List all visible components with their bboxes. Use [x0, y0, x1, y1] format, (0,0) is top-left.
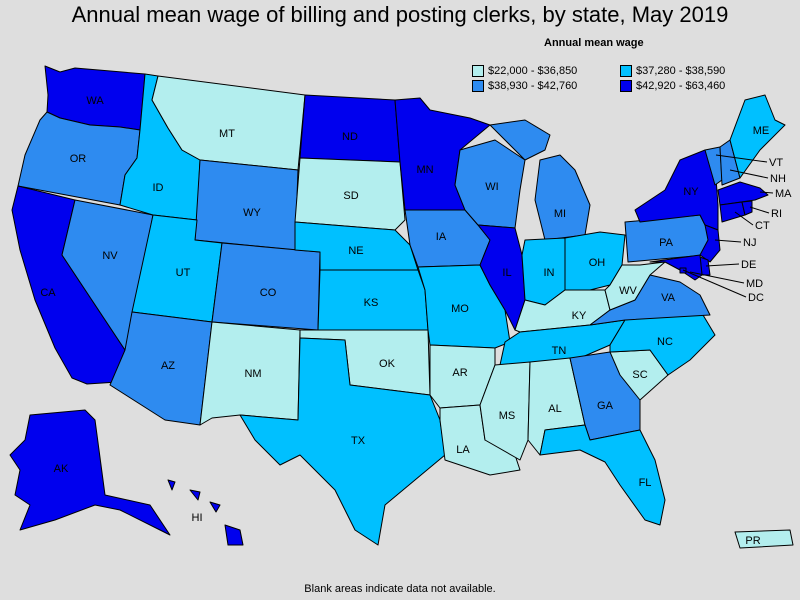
- legend-item-3: $38,930 - $42,760: [472, 80, 577, 92]
- state-label-AL: AL: [548, 403, 561, 415]
- state-label-MI: MI: [554, 208, 566, 220]
- callout-line-NH: [729, 169, 769, 179]
- state-label-UT: UT: [176, 267, 191, 279]
- state-label-HI: HI: [192, 512, 203, 524]
- state-label-TN: TN: [552, 345, 567, 357]
- state-label-MO: MO: [451, 303, 469, 315]
- state-label-NE: NE: [348, 245, 363, 257]
- state-label-PA: PA: [659, 237, 674, 249]
- legend-item-2: $37,280 - $38,590: [620, 65, 725, 77]
- state-SD: [294, 157, 406, 231]
- state-ME: [729, 94, 786, 179]
- state-label-NV: NV: [102, 250, 118, 262]
- state-CT: [719, 201, 746, 223]
- state-label-AZ: AZ: [161, 360, 175, 372]
- state-label-KY: KY: [572, 310, 587, 322]
- state-RI: [741, 200, 753, 216]
- state-NJ: [699, 224, 721, 263]
- state-label-CT: CT: [755, 220, 770, 232]
- state-label-CO: CO: [260, 287, 277, 299]
- callout-line-MD: [689, 271, 745, 284]
- state-label-MD: MD: [746, 278, 763, 290]
- state-label-OR: OR: [70, 153, 87, 165]
- state-MD: [649, 254, 703, 281]
- state-label-WY: WY: [243, 207, 261, 219]
- state-label-GA: GA: [597, 400, 614, 412]
- state-label-OK: OK: [379, 358, 396, 370]
- state-label-DE: DE: [741, 259, 756, 271]
- legend-label-4: $42,920 - $63,460: [636, 80, 726, 92]
- state-label-TX: TX: [351, 435, 366, 447]
- state-label-SD: SD: [343, 190, 358, 202]
- state-label-MA: MA: [775, 188, 792, 200]
- legend-label-2: $37,280 - $38,590: [636, 65, 726, 77]
- state-label-RI: RI: [771, 208, 782, 220]
- state-label-KS: KS: [364, 297, 379, 309]
- state-MI: [489, 119, 591, 241]
- legend-swatch-2: [620, 65, 632, 77]
- legend-title: Annual mean wage: [544, 37, 644, 49]
- state-HI: [167, 479, 244, 546]
- state-label-NC: NC: [657, 336, 673, 348]
- state-label-CA: CA: [40, 287, 56, 299]
- state-ND: [299, 94, 401, 163]
- state-WY: [194, 159, 299, 251]
- state-label-IN: IN: [544, 267, 555, 279]
- state-label-NH: NH: [770, 173, 786, 185]
- state-label-VT: VT: [769, 157, 783, 169]
- legend-item-1: $22,000 - $36,850: [472, 65, 577, 77]
- legend-label-1: $22,000 - $36,850: [488, 65, 578, 77]
- callout-line-CT: [734, 211, 754, 226]
- state-TX: [239, 337, 446, 546]
- state-label-AR: AR: [452, 367, 467, 379]
- state-label-WV: WV: [619, 285, 637, 297]
- state-label-ID: ID: [153, 182, 164, 194]
- state-NY: [634, 149, 719, 231]
- map-legend: Annual mean wage $22,000 - $36,850 $37,2…: [468, 37, 798, 97]
- state-label-WA: WA: [86, 95, 104, 107]
- legend-label-3: $38,930 - $42,760: [488, 80, 578, 92]
- state-label-MT: MT: [219, 128, 235, 140]
- state-label-NM: NM: [244, 368, 261, 380]
- legend-swatch-1: [472, 65, 484, 77]
- state-label-LA: LA: [456, 444, 470, 456]
- state-label-NY: NY: [683, 186, 699, 198]
- state-FL: [539, 424, 666, 526]
- state-label-IA: IA: [436, 231, 447, 243]
- state-label-AK: AK: [54, 463, 69, 475]
- state-label-WI: WI: [485, 181, 498, 193]
- callout-line-NJ: [714, 239, 742, 243]
- legend-swatch-4: [620, 80, 632, 92]
- callout-line-VT: [715, 154, 768, 163]
- state-label-OH: OH: [589, 257, 606, 269]
- callout-line-RI: [749, 206, 770, 214]
- state-label-PR: PR: [745, 535, 760, 547]
- state-PR: [734, 529, 794, 549]
- state-label-ND: ND: [342, 131, 358, 143]
- callout-line-DE: [705, 263, 740, 267]
- legend-swatch-3: [472, 80, 484, 92]
- state-AK: [9, 409, 171, 536]
- map-title: Annual mean wage of billing and posting …: [71, 2, 729, 27]
- state-label-DC: DC: [748, 292, 764, 304]
- state-label-MN: MN: [416, 164, 433, 176]
- state-label-FL: FL: [639, 477, 652, 489]
- footnote: Blank areas indicate data not available.: [304, 583, 496, 595]
- state-IL: [477, 224, 526, 331]
- legend-item-4: $42,920 - $63,460: [620, 80, 725, 92]
- state-label-VA: VA: [661, 292, 676, 304]
- state-label-IL: IL: [502, 267, 511, 279]
- state-label-ME: ME: [753, 125, 770, 137]
- state-label-MS: MS: [499, 410, 516, 422]
- callout-line-MA: [759, 191, 774, 194]
- state-label-NJ: NJ: [743, 237, 756, 249]
- callout-line-DC: [682, 269, 747, 298]
- state-label-SC: SC: [632, 369, 647, 381]
